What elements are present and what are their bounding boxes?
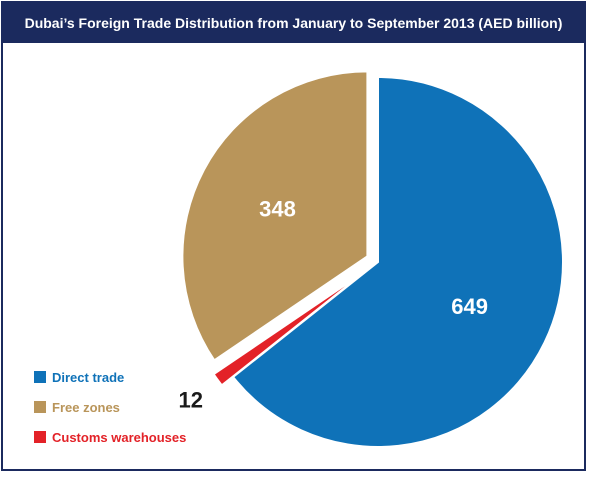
legend-label: Direct trade <box>52 369 125 385</box>
legend-swatch <box>34 371 46 383</box>
legend-swatch <box>34 401 46 413</box>
legend-item: Free zones <box>34 392 186 422</box>
legend-item: Customs warehouses <box>34 422 186 452</box>
legend-label: Customs warehouses <box>52 429 187 445</box>
legend: Direct trade Free zones Customs warehouses <box>34 362 186 452</box>
data-label-free-zones: 348 <box>259 197 296 222</box>
legend-item: Direct trade <box>34 362 186 392</box>
chart-title: Dubai’s Foreign Trade Distribution from … <box>3 3 584 43</box>
pie-slice-direct-trade <box>231 75 564 448</box>
pie-slice-customs-warehouses <box>212 269 368 387</box>
legend-label: Free zones <box>52 399 120 415</box>
pie-slice-free-zones <box>181 70 369 362</box>
data-label-customs-warehouses: 12 <box>179 388 203 413</box>
legend-swatch <box>34 431 46 443</box>
data-label-direct-trade: 649 <box>451 294 488 319</box>
